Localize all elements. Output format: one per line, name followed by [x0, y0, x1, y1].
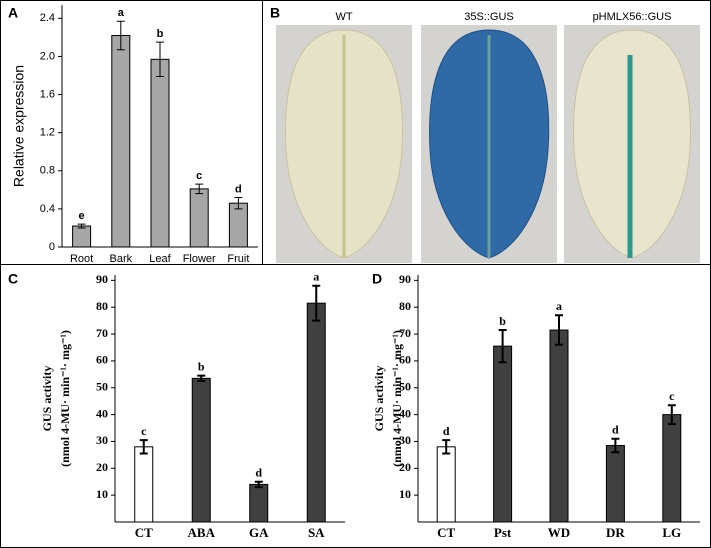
x-tick-label: DR — [606, 525, 625, 540]
significance-label: d — [443, 424, 450, 438]
y-tick-label: 80 — [399, 299, 411, 313]
x-tick-label: Fruit — [227, 253, 249, 265]
y-tick-label: 40 — [399, 406, 411, 420]
y-tick-label: 20 — [96, 460, 108, 474]
error-bar — [116, 20, 125, 51]
significance-label: a — [313, 269, 319, 283]
y-tick-label: 60 — [96, 353, 108, 367]
y-tick-label: 80 — [96, 299, 108, 313]
error-bar — [442, 439, 451, 455]
panel-letter: A — [8, 5, 18, 21]
x-tick-label: WD — [548, 525, 570, 540]
bar — [549, 329, 569, 523]
error-bar — [254, 480, 263, 489]
bar — [111, 34, 131, 248]
x-tick-label: Leaf — [149, 253, 171, 265]
image-title: 35S::GUS — [464, 11, 514, 23]
y-tick-label: 1.2 — [40, 127, 55, 139]
x-tick-label: CT — [135, 525, 153, 540]
y-tick-label: 0.4 — [40, 203, 55, 215]
significance-label: c — [196, 170, 202, 182]
significance-label: b — [499, 314, 506, 328]
significance-label: e — [79, 210, 85, 222]
image-title: WT — [335, 11, 352, 23]
significance-label: c — [141, 424, 147, 438]
x-tick-label: LG — [662, 525, 681, 540]
y-tick-label: 90 — [399, 272, 411, 286]
y-tick-label: 30 — [399, 433, 411, 447]
y-tick-label: 70 — [96, 326, 108, 340]
y-tick-label: 2.4 — [40, 12, 55, 24]
significance-label: d — [235, 183, 242, 195]
x-tick-label: CT — [437, 525, 455, 540]
bar — [134, 446, 154, 523]
bar — [191, 377, 211, 523]
x-tick-label: GA — [249, 525, 269, 540]
bar — [436, 446, 456, 523]
bar — [228, 202, 248, 248]
panel-letter: B — [270, 5, 280, 21]
x-tick-label: ABA — [188, 525, 216, 540]
bar — [189, 188, 209, 248]
y-axis-label: GUS activity — [40, 366, 54, 432]
y-tick-label: 0.8 — [40, 165, 55, 177]
error-bar — [611, 437, 620, 454]
significance-label: a — [556, 299, 562, 313]
bar — [605, 444, 625, 523]
significance-label: b — [198, 359, 205, 373]
error-bar — [156, 41, 164, 77]
error-bar — [667, 404, 676, 426]
y-tick-label: 60 — [399, 353, 411, 367]
significance-label: a — [118, 7, 125, 19]
significance-label: d — [255, 465, 262, 479]
leaf-images — [276, 25, 700, 263]
bar — [72, 225, 92, 248]
x-tick-label: Pst — [494, 525, 512, 540]
significance-label: b — [157, 28, 164, 40]
y-tick-label: 1.6 — [40, 88, 55, 100]
y-tick-label: 50 — [96, 380, 108, 394]
error-bar — [555, 314, 563, 346]
error-bar — [312, 284, 321, 322]
y-tick-label: 2.0 — [40, 50, 55, 62]
y-tick-label: 30 — [96, 433, 108, 447]
error-bar — [195, 183, 204, 195]
y-tick-label: 0 — [49, 241, 55, 253]
significance-label: c — [669, 389, 675, 403]
error-bar — [77, 223, 86, 229]
error-bar — [498, 329, 507, 364]
y-axis-label: Relative expression — [11, 65, 27, 187]
x-tick-label: Bark — [109, 253, 132, 265]
y-tick-label: 70 — [399, 326, 411, 340]
bar — [249, 483, 269, 523]
bar — [150, 58, 170, 248]
bar — [493, 345, 513, 523]
y-tick-label: 40 — [96, 406, 108, 420]
y-axis-label: GUS activity — [372, 366, 386, 432]
bar — [662, 414, 682, 523]
significance-label: d — [612, 423, 619, 437]
x-tick-label: Root — [70, 253, 93, 265]
y-axis-label: (nmol 4-MU· min⁻¹· mg⁻¹) — [58, 330, 72, 467]
error-bar — [197, 374, 206, 383]
panel-letter: C — [8, 271, 18, 287]
y-tick-label: 10 — [399, 487, 411, 501]
x-tick-label: SA — [308, 525, 325, 540]
image-title: pHMLX56::GUS — [593, 11, 672, 23]
error-bar — [139, 439, 148, 455]
y-axis-label: (nmol 4-MU· min⁻¹· mg⁻¹) — [390, 330, 404, 467]
y-tick-label: 50 — [399, 380, 411, 394]
bar — [306, 302, 326, 523]
panel-letter: D — [372, 271, 382, 287]
error-bar — [234, 196, 243, 210]
y-tick-label: 20 — [399, 460, 411, 474]
x-tick-label: Flower — [183, 253, 216, 265]
y-tick-label: 10 — [96, 487, 108, 501]
y-tick-label: 90 — [96, 272, 108, 286]
